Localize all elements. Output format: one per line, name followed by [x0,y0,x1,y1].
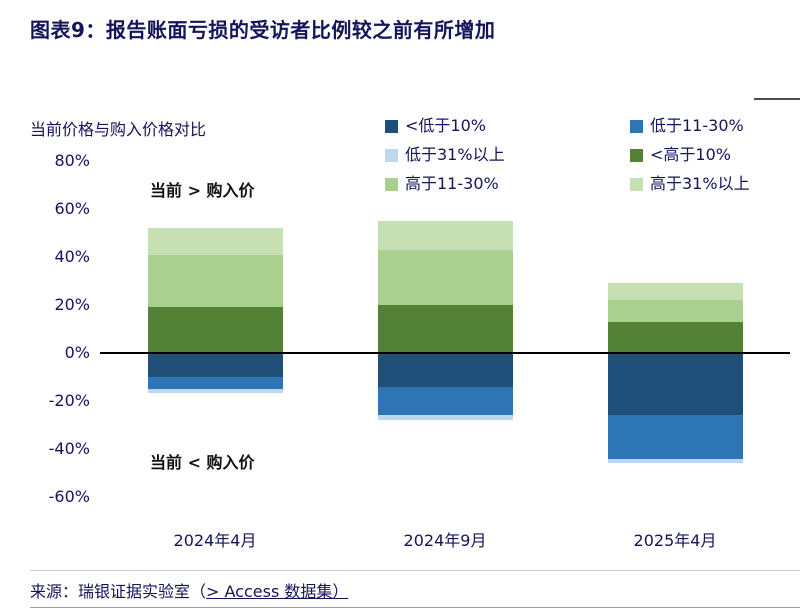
bar-segment [377,221,513,250]
legend-item: <低于10% [385,116,630,136]
legend-swatch-icon [385,119,398,133]
y-axis-tick-label: 40% [54,247,90,266]
legend-item: 低于11-30% [630,116,790,136]
annotation-below-zero: 当前 < 购入价 [150,453,255,472]
legend-label: 高于11-30% [405,174,499,193]
bar-segment [377,386,513,416]
legend-item: 高于11-30% [385,174,630,194]
y-axis-tick-label: 20% [54,295,90,314]
legend-label: <低于10% [405,116,486,135]
legend-item: <高于10% [630,145,790,165]
y-axis-tick-label: 0% [64,343,90,362]
chart: 当前价格与购入价格对比 <低于10% 低于11-30% 低于31%以上 <高于10% 高… [30,110,790,565]
legend-label: <高于10% [650,145,731,164]
bar-segment [607,321,743,353]
legend-swatch-icon [385,148,398,162]
zero-axis-line [100,352,790,354]
plot-area: 当前 > 购入价 当前 < 购入价 [100,161,790,497]
bar-segment [607,353,743,416]
legend-swatch-icon [385,177,398,191]
bar-segment [147,307,283,353]
x-axis-label: 2024年4月 [173,531,257,550]
y-axis-labels: 80% 60% 40% 20% 0% -20% -40% -60% [30,151,90,506]
x-axis-label: 2025年4月 [633,531,717,550]
bar-segment [377,415,513,421]
bar-segment [147,254,283,308]
bar-segment [607,283,743,301]
legend-swatch-icon [630,148,643,162]
legend-swatch-icon [630,177,643,191]
y-axis-tick-label: -40% [48,439,90,458]
bar-segment [377,353,513,387]
legend: <低于10% 低于11-30% 低于31%以上 <高于10% 高于11-30% 高于31%… [385,116,790,194]
top-right-line [754,98,800,100]
bar-segment [147,377,283,389]
bar-segment [147,353,283,377]
source-link[interactable]: > Access 数据集） [206,582,349,601]
legend-item: 高于31%以上 [630,174,790,194]
source-text: 来源：瑞银证据实验室（> Access 数据集） [30,578,348,602]
footer-divider-bottom [30,607,800,608]
page-title: 图表9：报告账面亏损的受访者比例较之前有所增加 [30,18,496,42]
legend-label: 低于31%以上 [405,145,505,164]
y-axis-tick-label: -60% [48,487,90,506]
bar-segment [147,389,283,393]
bar-segment [607,458,743,464]
y-axis-tick-label: 80% [54,151,90,170]
legend-item: 低于31%以上 [385,145,630,165]
bar-segment [607,415,743,459]
legend-swatch-icon [630,119,643,133]
footer-divider-top [30,570,800,571]
bar-segment [377,305,513,353]
bar-segment [377,249,513,305]
bar-segment [147,228,283,255]
x-axis-label: 2024年9月 [403,531,487,550]
legend-label: 低于11-30% [650,116,744,135]
chart-axis-title: 当前价格与购入价格对比 [30,120,207,139]
source-prefix: 来源：瑞银证据实验室（ [30,582,207,601]
y-axis-tick-label: -20% [48,391,90,410]
y-axis-tick-label: 60% [54,199,90,218]
bar-segment [607,300,743,322]
annotation-above-zero: 当前 > 购入价 [150,181,255,200]
x-axis-labels: 2024年4月 2024年9月 2025年4月 [100,527,790,551]
legend-label: 高于31%以上 [650,174,750,193]
